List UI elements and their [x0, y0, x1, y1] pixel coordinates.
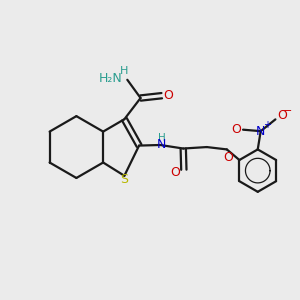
Text: O: O [232, 123, 242, 136]
Text: N: N [256, 125, 266, 138]
Text: N: N [157, 139, 166, 152]
Text: O: O [277, 109, 287, 122]
Text: −: − [283, 106, 292, 116]
Text: O: O [163, 89, 173, 102]
Text: O: O [224, 151, 233, 164]
Text: H: H [158, 133, 165, 142]
Text: S: S [120, 173, 128, 186]
Text: O: O [171, 166, 181, 178]
Text: H₂N: H₂N [98, 72, 122, 85]
Text: +: + [263, 120, 271, 130]
Text: H: H [120, 66, 128, 76]
